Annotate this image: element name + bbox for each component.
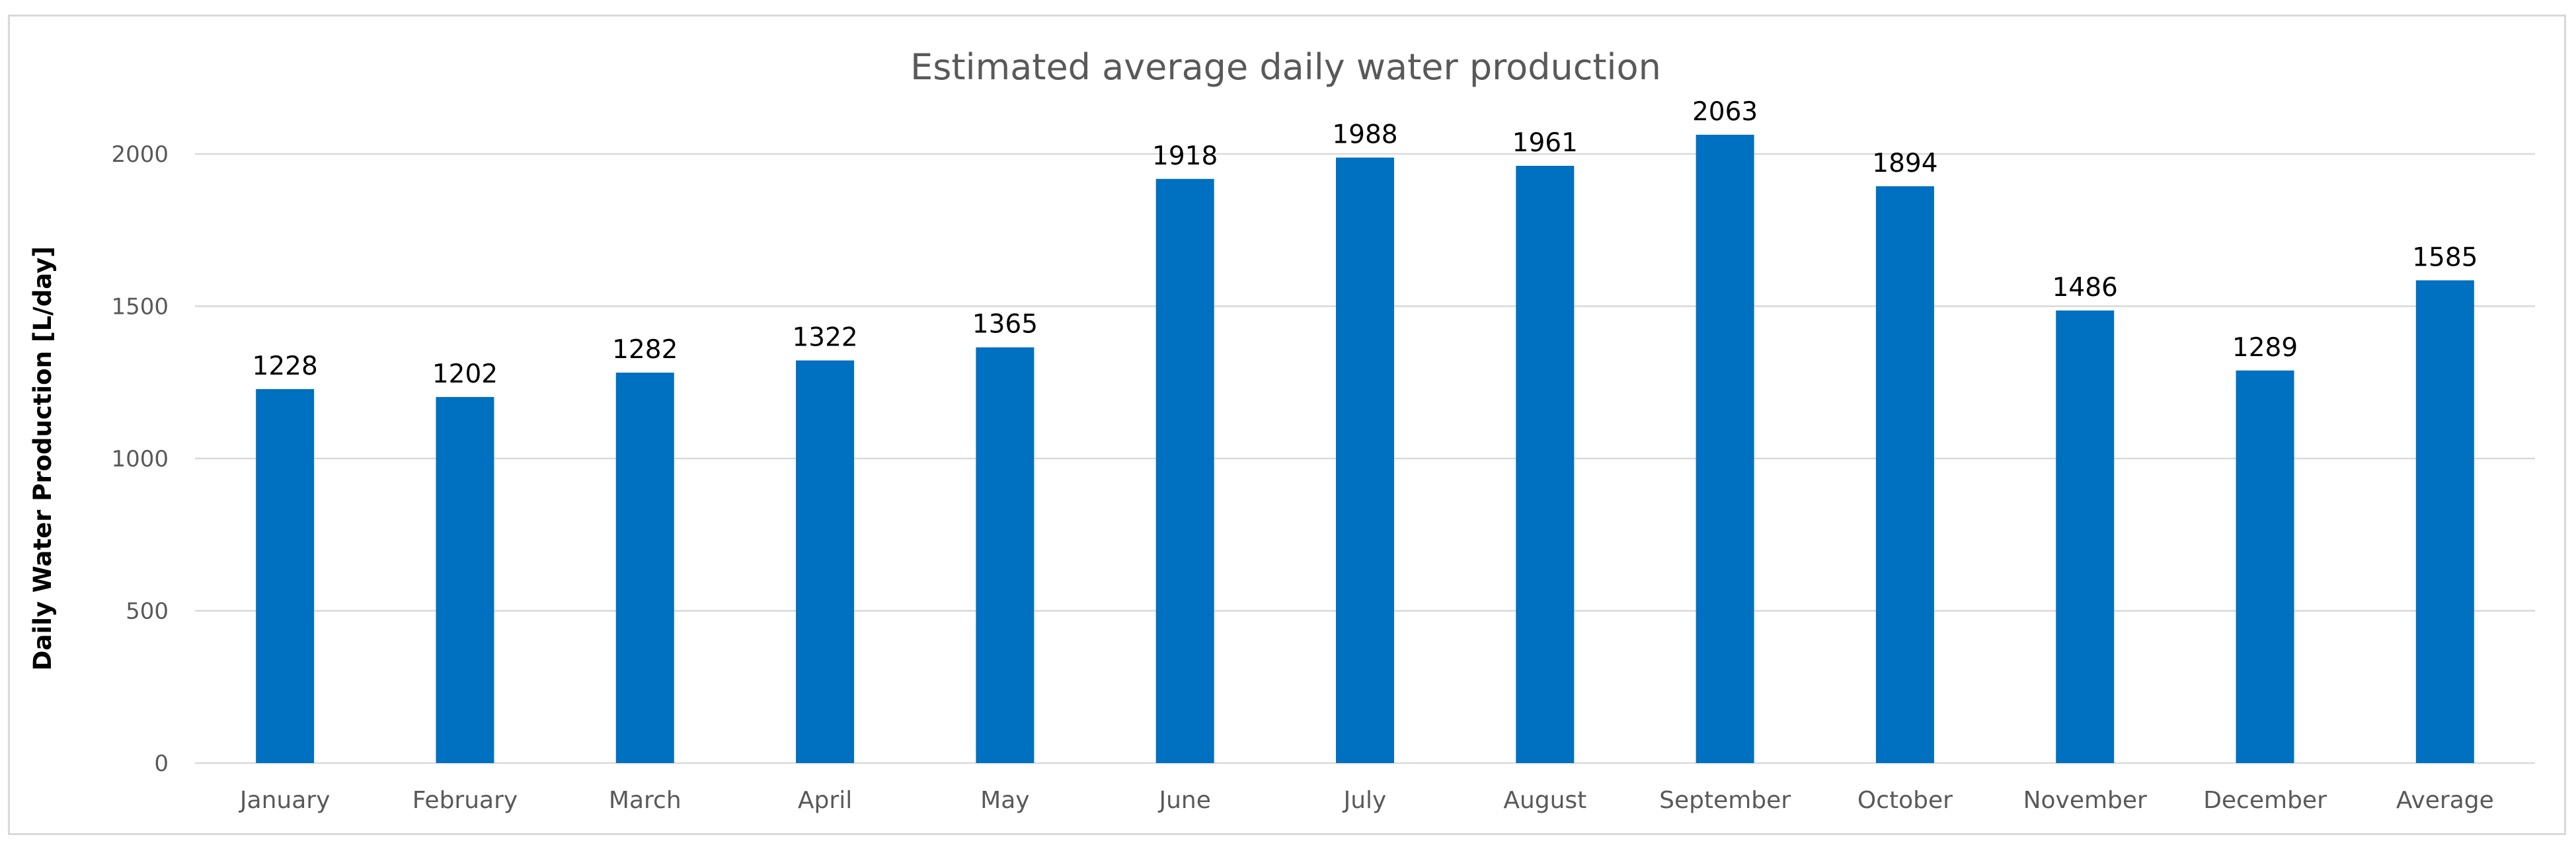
x-axis-ticks: January February March April May June July Augu… xyxy=(239,787,2494,814)
data-label: 1894 xyxy=(1872,149,1937,178)
data-label: 2063 xyxy=(1692,97,1758,127)
y-axis-ticks: 0 500 1000 1500 2000 xyxy=(111,141,169,777)
data-label: 1322 xyxy=(792,323,857,353)
bar xyxy=(615,372,674,763)
data-label: 1289 xyxy=(2232,333,2298,363)
data-label: 1918 xyxy=(1152,141,1218,171)
x-tick-label: Average xyxy=(2396,787,2494,814)
bar xyxy=(256,388,315,763)
bar xyxy=(796,360,855,763)
data-label: 1282 xyxy=(612,335,678,365)
y-tick-label: 1000 xyxy=(111,446,169,472)
x-tick-label: March xyxy=(609,787,682,814)
data-label: 1988 xyxy=(1332,120,1397,150)
y-axis-label: Daily Water Production [L/day] xyxy=(28,246,57,671)
x-tick-label: November xyxy=(2023,787,2147,814)
data-label: 1585 xyxy=(2412,242,2478,272)
bar xyxy=(1155,178,1214,763)
bar-chart: Estimated average daily water production… xyxy=(28,46,2535,814)
x-tick-label: January xyxy=(239,787,330,814)
x-tick-label: August xyxy=(1503,787,1586,814)
y-tick-label: 0 xyxy=(154,751,169,777)
x-tick-label: May xyxy=(980,787,1029,814)
x-tick-label: April xyxy=(798,787,852,814)
bar xyxy=(976,347,1034,763)
bar xyxy=(2415,280,2474,763)
y-tick-label: 1500 xyxy=(111,294,169,320)
bar xyxy=(1875,186,1934,764)
bar xyxy=(1516,165,1575,763)
x-tick-label: December xyxy=(2203,787,2327,814)
x-tick-label: July xyxy=(1343,787,1387,814)
chart-area: Estimated average daily water production… xyxy=(8,15,2566,835)
x-tick-label: October xyxy=(1857,787,1953,814)
data-label: 1365 xyxy=(972,310,1038,340)
data-label: 1486 xyxy=(2052,273,2118,303)
y-tick-label: 2000 xyxy=(111,141,169,168)
bar xyxy=(1696,134,1754,763)
bar xyxy=(2236,370,2294,763)
y-tick-label: 500 xyxy=(126,599,169,625)
bars xyxy=(256,134,2474,764)
x-tick-label: June xyxy=(1157,787,1210,814)
data-label: 1228 xyxy=(253,351,318,381)
data-labels: 1228 1202 1282 1322 1365 1918 1988 1961 2063 1894… xyxy=(253,97,2478,389)
bar xyxy=(436,396,494,763)
x-tick-label: September xyxy=(1659,787,1791,814)
bar xyxy=(1336,157,1394,764)
data-label: 1961 xyxy=(1512,128,1578,158)
bar xyxy=(2056,310,2115,764)
chart-title: Estimated average daily water production xyxy=(910,46,1661,88)
x-tick-label: February xyxy=(412,787,518,814)
data-label: 1202 xyxy=(432,359,498,389)
